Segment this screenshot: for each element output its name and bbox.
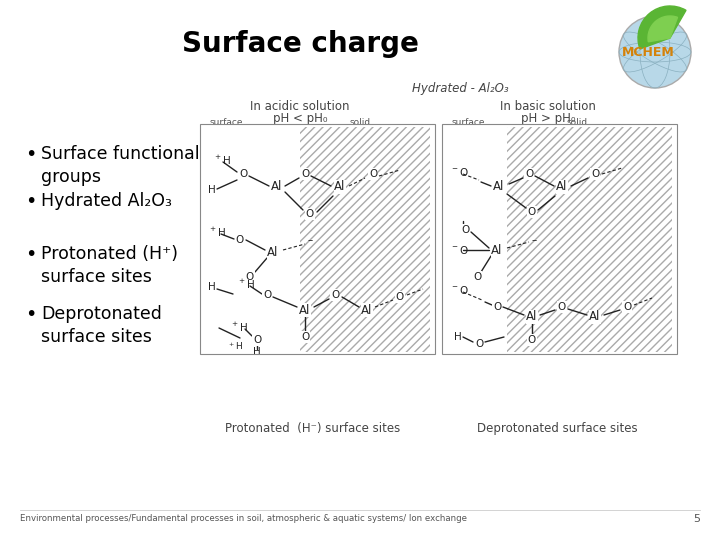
Text: Hydrated Al₂O₃: Hydrated Al₂O₃: [41, 192, 172, 210]
Text: O: O: [525, 169, 533, 179]
Text: Al: Al: [271, 180, 283, 193]
Text: –: –: [308, 235, 313, 245]
Text: surface: surface: [210, 118, 243, 127]
Text: O: O: [591, 169, 599, 179]
Text: O: O: [239, 169, 247, 179]
Text: Hydrated - Al₂O₃: Hydrated - Al₂O₃: [412, 82, 508, 95]
Text: Al: Al: [300, 303, 311, 316]
Text: O: O: [369, 169, 377, 179]
Text: pH < pH₀: pH < pH₀: [273, 112, 328, 125]
Text: 5: 5: [693, 514, 700, 524]
Text: O: O: [306, 209, 314, 219]
Text: Protonated (H⁺)
surface sites: Protonated (H⁺) surface sites: [41, 245, 178, 286]
Text: $^+$H: $^+$H: [208, 226, 226, 239]
Text: O: O: [623, 302, 631, 312]
Text: Al: Al: [589, 310, 600, 323]
Bar: [507, 127, 672, 352]
Text: O: O: [528, 207, 536, 217]
Text: O: O: [263, 290, 271, 300]
Text: O: O: [528, 335, 536, 345]
Text: H: H: [253, 347, 261, 357]
Text: –: –: [531, 235, 536, 245]
Text: $^+$H: $^+$H: [227, 340, 243, 352]
Text: In acidic solution: In acidic solution: [251, 100, 350, 113]
Text: $^-$O: $^-$O: [450, 284, 469, 296]
Text: pH > pH₀: pH > pH₀: [521, 112, 575, 125]
Text: H: H: [454, 332, 462, 342]
Text: $^+$H: $^+$H: [213, 153, 231, 166]
Text: solid: solid: [350, 118, 371, 127]
Text: Surface charge: Surface charge: [181, 30, 418, 58]
Text: Al: Al: [493, 180, 505, 193]
Text: solid: solid: [567, 118, 588, 127]
Circle shape: [619, 16, 691, 88]
Text: O: O: [246, 272, 254, 282]
Bar: [200, 124, 435, 354]
Text: $^-$O: $^-$O: [450, 244, 469, 256]
Text: Deprotonated surface sites: Deprotonated surface sites: [477, 422, 637, 435]
Text: $^+$H: $^+$H: [230, 320, 248, 334]
Text: •: •: [25, 145, 37, 164]
Text: MCHEM: MCHEM: [621, 46, 675, 59]
Text: Surface functional
groups: Surface functional groups: [41, 145, 199, 186]
Text: Al: Al: [526, 310, 538, 323]
Text: Al: Al: [557, 180, 567, 193]
Text: •: •: [25, 305, 37, 324]
Text: Environmental processes/Fundamental processes in soil, atmospheric & aquatic sys: Environmental processes/Fundamental proc…: [20, 514, 467, 523]
Text: Protonated  (H⁻) surface sites: Protonated (H⁻) surface sites: [225, 422, 400, 435]
Text: Al: Al: [491, 244, 503, 256]
Text: O: O: [331, 290, 339, 300]
Text: $^-$O: $^-$O: [450, 166, 469, 178]
Text: O: O: [253, 335, 261, 345]
Text: Al: Al: [334, 180, 346, 193]
Text: Deprotonated
surface sites: Deprotonated surface sites: [41, 305, 162, 346]
Text: O: O: [558, 302, 566, 312]
Text: Al: Al: [267, 246, 279, 259]
Text: •: •: [25, 245, 37, 264]
Text: H: H: [208, 185, 216, 195]
Text: O: O: [301, 169, 309, 179]
Text: surface: surface: [452, 118, 485, 127]
Text: In basic solution: In basic solution: [500, 100, 596, 113]
Text: O: O: [236, 235, 244, 245]
Bar: [442, 124, 677, 354]
Text: O: O: [461, 225, 469, 235]
Text: O: O: [473, 272, 481, 282]
Text: $^+$H: $^+$H: [237, 278, 255, 291]
Bar: [300, 127, 430, 352]
Text: O: O: [493, 302, 501, 312]
Wedge shape: [638, 6, 686, 49]
Text: O: O: [396, 292, 404, 302]
Text: H: H: [208, 282, 216, 292]
Text: O: O: [475, 339, 483, 349]
Wedge shape: [648, 16, 678, 42]
Text: Al: Al: [361, 303, 373, 316]
Text: •: •: [25, 192, 37, 211]
Text: O: O: [301, 332, 309, 342]
